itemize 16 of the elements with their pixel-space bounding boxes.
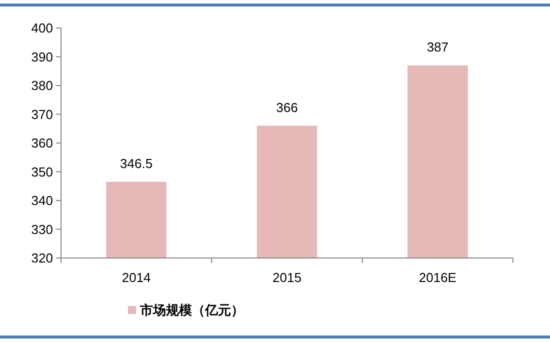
data-label: 366: [276, 100, 298, 115]
legend-label: 市场规模（亿元）: [139, 302, 244, 318]
y-tick-label: 320: [31, 250, 53, 266]
y-tick-label: 330: [31, 222, 53, 237]
x-tick-label: 2016E: [418, 270, 457, 285]
y-tick-label: 400: [31, 20, 53, 36]
y-tick-label: 390: [31, 49, 53, 64]
y-tick-label: 360: [31, 136, 53, 151]
x-tick-label: 2014: [122, 270, 151, 285]
y-tick-label: 340: [31, 193, 53, 208]
x-tick-label: 2015: [272, 270, 302, 285]
y-tick-label: 380: [31, 78, 53, 94]
data-label: 387: [426, 39, 449, 54]
data-label: 346.5: [120, 156, 153, 171]
y-tick-label: 350: [31, 164, 53, 180]
y-tick-label: 370: [31, 106, 53, 122]
